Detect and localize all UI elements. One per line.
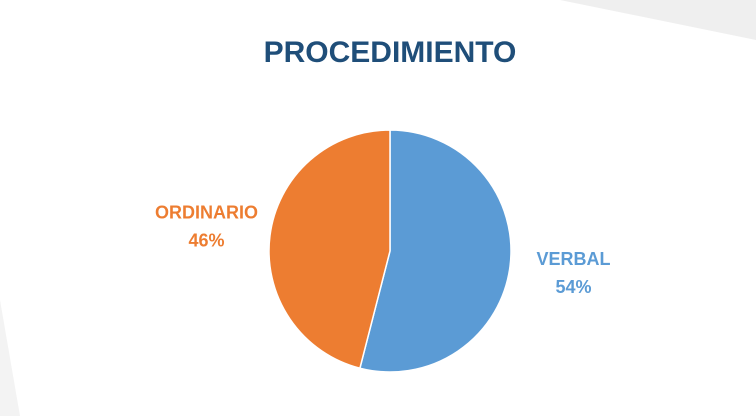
slice-category-label: VERBAL [537,249,611,269]
slice-value-label: 54% [556,277,592,297]
slice-category-label: ORDINARIO [155,203,258,223]
pie-slice [268,129,391,370]
slice-value-label: 46% [188,231,224,251]
pie-slice [358,129,512,373]
corner-shade [560,0,756,40]
chart-title: PROCEDIMIENTO [264,36,517,69]
corner-shade [0,300,20,416]
